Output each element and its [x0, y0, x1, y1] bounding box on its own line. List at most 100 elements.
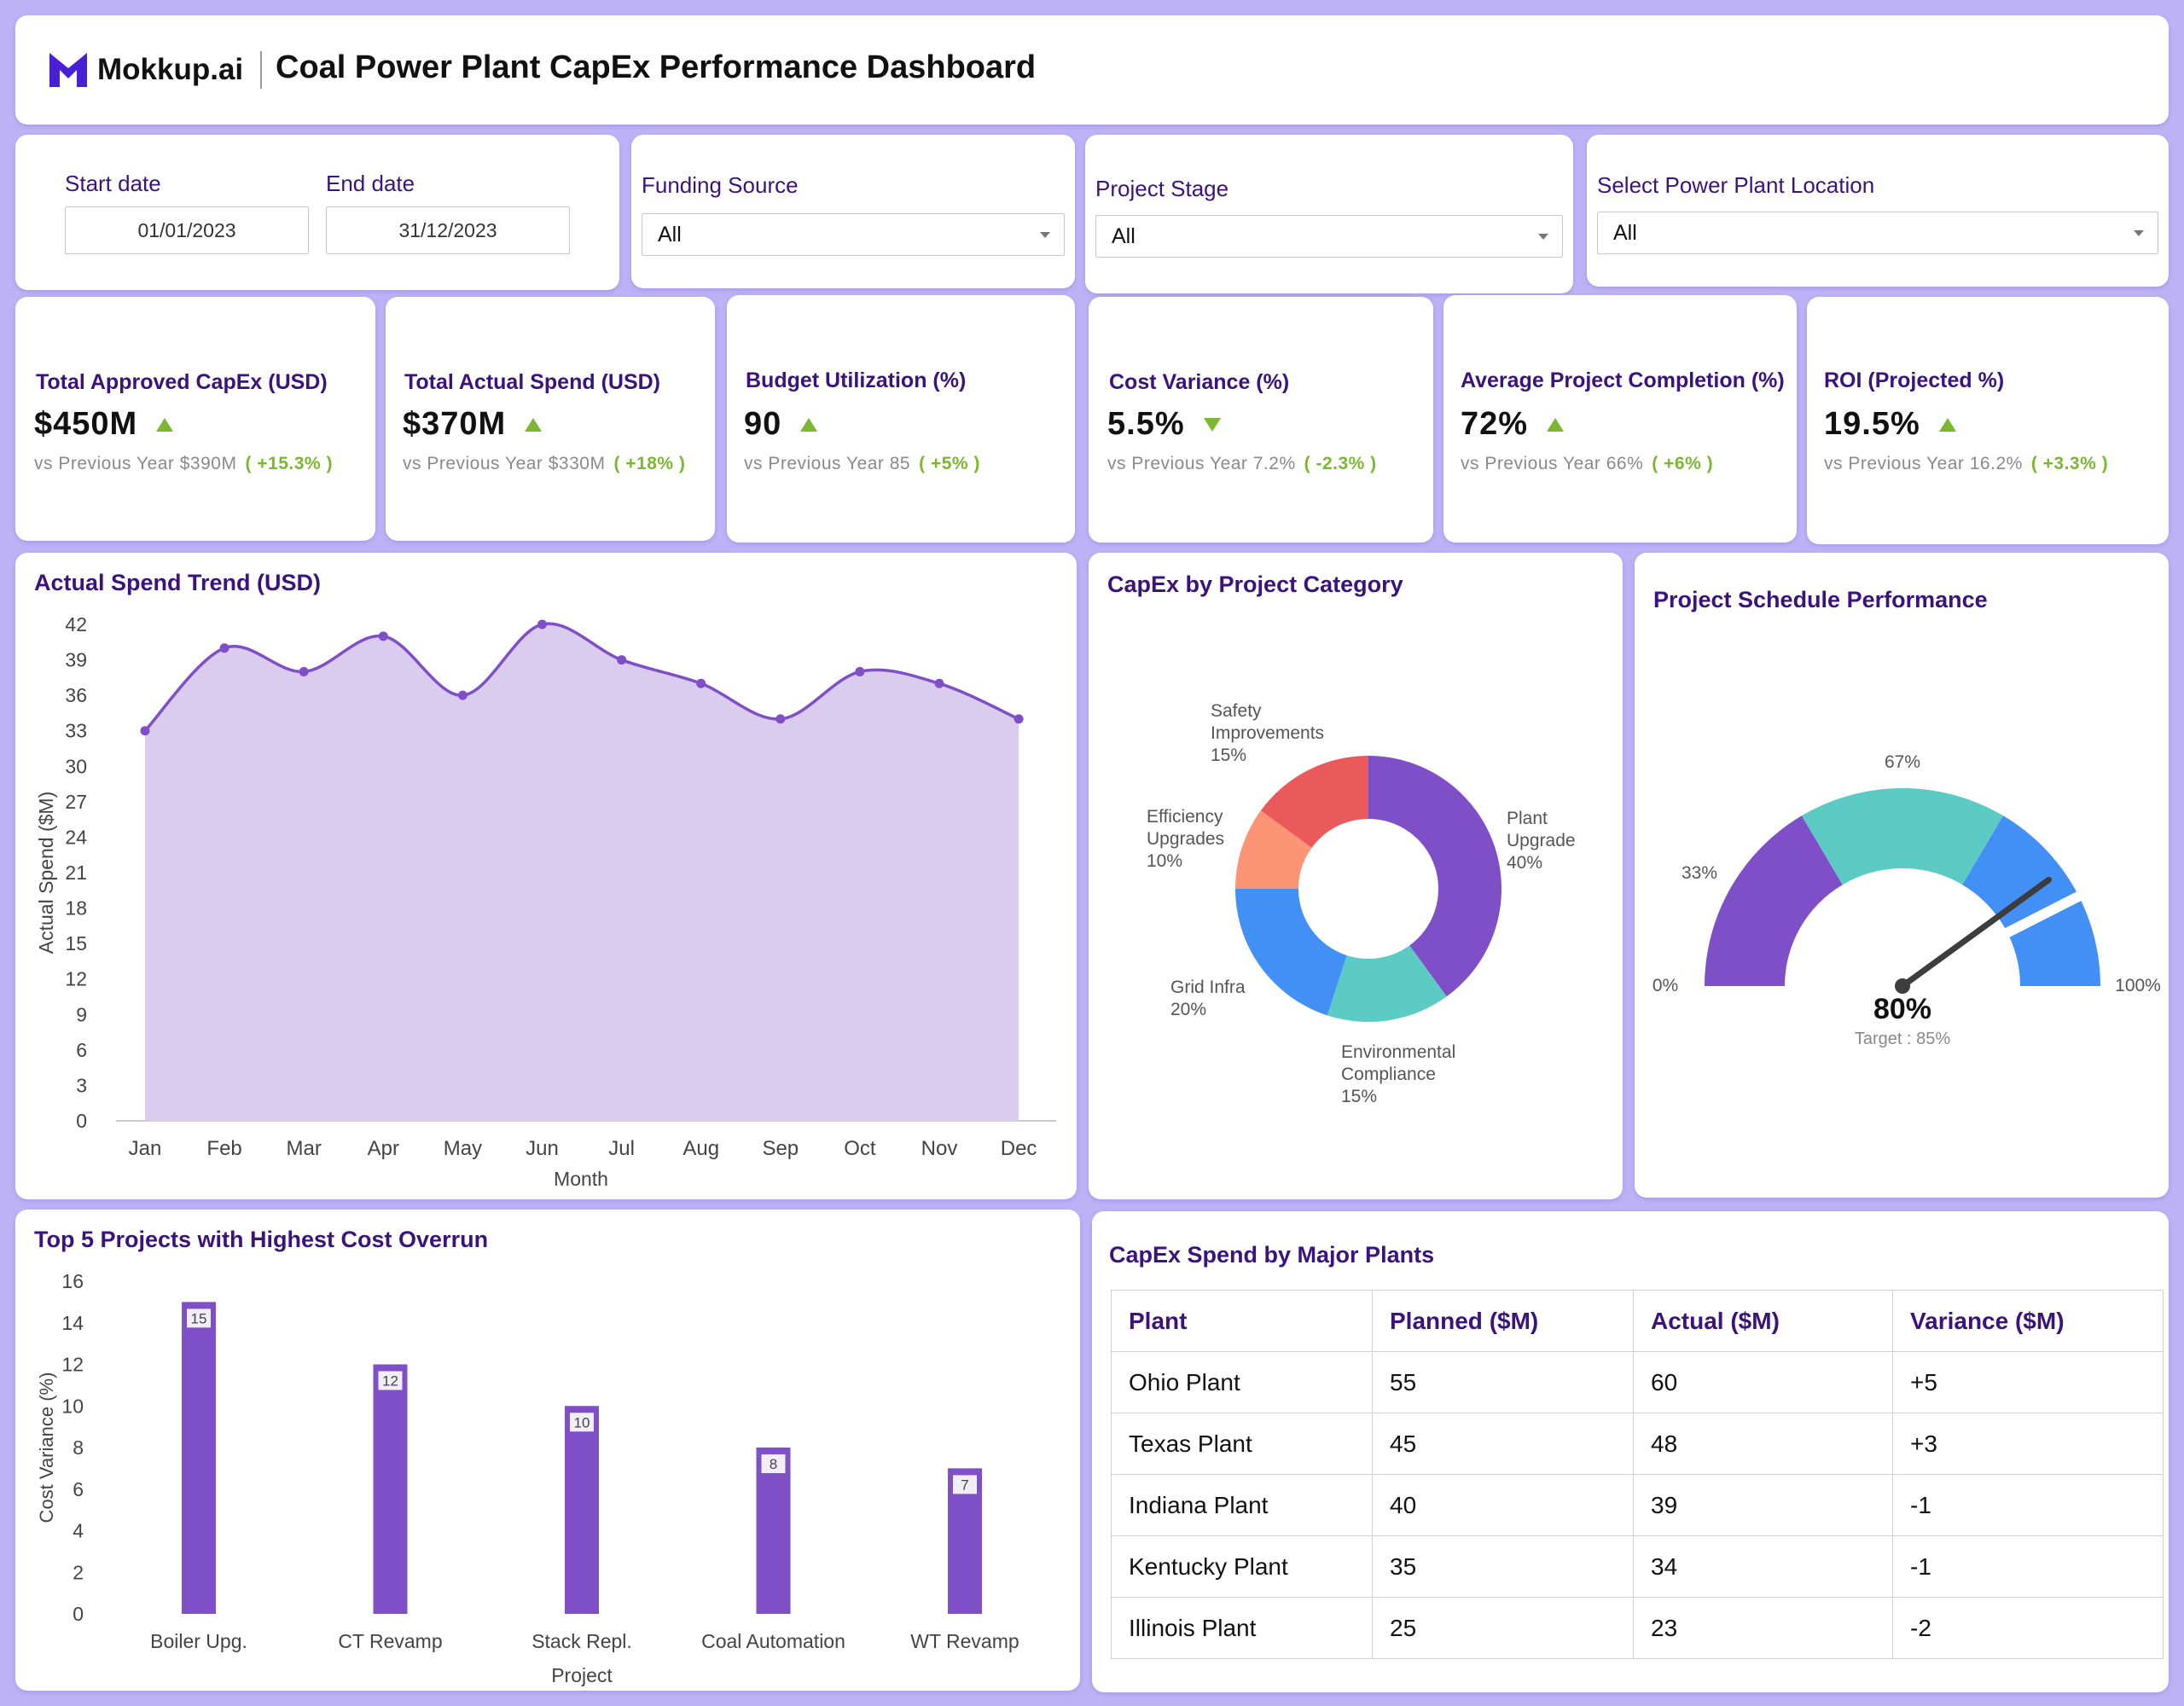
y-tick-label: 9: [76, 1003, 87, 1025]
x-tick-label: May: [444, 1137, 482, 1160]
kpi-card-actual-spend: Total Actual Spend (USD) $370M vs Previo…: [386, 297, 715, 541]
table-cell: Texas Plant: [1111, 1413, 1373, 1475]
donut-slice: [1235, 810, 1312, 889]
gauge-tick-label: 100%: [2115, 976, 2161, 995]
y-tick-label: 2: [73, 1561, 84, 1583]
kpi-value-row: $450M: [34, 406, 174, 443]
x-axis-label: Project: [551, 1664, 613, 1686]
slice-label-line: Environmental: [1341, 1042, 1455, 1062]
x-tick-label: Jan: [129, 1137, 162, 1160]
gauge-value: 80%: [1873, 993, 1931, 1025]
kpi-title: Total Actual Spend (USD): [404, 370, 660, 394]
bar-value-label: 12: [382, 1373, 398, 1390]
schedule-performance-panel: Project Schedule Performance 80% Target :…: [1635, 553, 2169, 1198]
kpi-card-approved-capex: Total Approved CapEx (USD) $450M vs Prev…: [15, 297, 375, 541]
trend-up-icon: [525, 417, 543, 432]
slice-label: Plant Upgrade 40%: [1507, 809, 1576, 873]
y-tick-label: 15: [65, 932, 87, 955]
data-point: [1014, 714, 1024, 724]
kpi-change: ( +18% ): [613, 454, 686, 473]
funding-source-select[interactable]: All: [642, 213, 1065, 256]
column-header[interactable]: Variance ($M): [1892, 1290, 2164, 1352]
kpi-change: ( +5% ): [919, 454, 980, 473]
table-row: Illinois Plant 25 23 -2: [1111, 1597, 2164, 1659]
table-cell: 35: [1372, 1535, 1634, 1598]
table-cell: Indiana Plant: [1111, 1474, 1373, 1536]
chevron-down-icon: [1538, 234, 1548, 240]
donut-slice: [1327, 945, 1447, 1022]
table-row: Texas Plant 45 48 +3: [1111, 1413, 2164, 1475]
kpi-change: ( -2.3% ): [1304, 454, 1377, 473]
y-tick-label: 14: [61, 1312, 84, 1334]
bar-label-box: [378, 1371, 403, 1390]
column-header[interactable]: Planned ($M): [1372, 1290, 1634, 1352]
kpi-card-cost-variance: Cost Variance (%) 5.5% vs Previous Year …: [1089, 297, 1433, 543]
x-axis-label: Month: [554, 1168, 608, 1190]
x-tick-label: Stack Repl.: [531, 1630, 632, 1652]
gauge-tick-label: 33%: [1682, 863, 1717, 883]
trend-up-icon: [156, 417, 174, 432]
y-tick-label: 3: [76, 1074, 87, 1096]
project-stage-filter: Project Stage All: [1085, 135, 1573, 293]
table-cell: +5: [1892, 1351, 2164, 1413]
spend-area: [145, 624, 1019, 1121]
bar: [756, 1448, 791, 1614]
table-cell: 48: [1633, 1413, 1893, 1475]
spend-trend-panel: Actual Spend Trend (USD) 0 3 6 9 12 15 18 21 24 2…: [15, 553, 1077, 1199]
y-tick-label: 10: [61, 1395, 84, 1417]
kpi-value: $450M: [34, 406, 138, 442]
slice-label: Safety Improvements 15%: [1211, 701, 1324, 765]
logo-text: Mokkup.ai: [97, 53, 244, 86]
table-cell: Kentucky Plant: [1111, 1535, 1373, 1598]
kpi-compare-text: vs Previous Year $390M: [34, 454, 237, 473]
kpi-card-project-completion: Average Project Completion (%) 72% vs Pr…: [1443, 295, 1797, 543]
y-tick-label: 12: [61, 1354, 84, 1376]
data-point: [140, 726, 150, 736]
y-tick-label: 4: [73, 1520, 84, 1542]
bar-value-label: 15: [191, 1310, 207, 1326]
kpi-title: Average Project Completion (%): [1461, 368, 1785, 392]
kpi-compare-text: vs Previous Year 16.2%: [1824, 454, 2023, 473]
brand-logo[interactable]: Mokkup.ai: [49, 53, 243, 87]
y-tick-label: 16: [61, 1270, 84, 1292]
donut-slice: [1235, 889, 1347, 1016]
table-cell: 25: [1372, 1597, 1634, 1659]
x-tick-label: CT Revamp: [338, 1630, 442, 1652]
kpi-comparison: vs Previous Year 85 ( +5% ): [744, 454, 980, 474]
project-stage-select[interactable]: All: [1095, 215, 1563, 258]
start-date-input[interactable]: 01/01/2023: [65, 206, 309, 254]
end-date-label: End date: [326, 171, 415, 196]
data-point: [299, 666, 309, 676]
slice-label-line: Improvements: [1211, 723, 1324, 743]
plant-location-select[interactable]: All: [1597, 212, 2158, 254]
bar-label-box: [187, 1309, 211, 1328]
slice-label: Grid Infra 20%: [1170, 978, 1246, 1019]
data-point: [934, 678, 944, 688]
data-point: [617, 655, 627, 665]
x-tick-label: Mar: [287, 1137, 322, 1160]
kpi-value: $370M: [403, 406, 507, 442]
x-tick-label: Nov: [921, 1137, 958, 1160]
data-point: [219, 643, 229, 653]
data-point: [855, 666, 865, 676]
table-header-row: Plant Planned ($M) Actual ($M) Variance …: [1111, 1290, 2164, 1352]
spend-trend-title: Actual Spend Trend (USD): [34, 570, 322, 595]
end-date-input[interactable]: 31/12/2023: [326, 206, 570, 254]
x-tick-label: Boiler Upg.: [150, 1630, 247, 1652]
x-tick-label: Oct: [844, 1137, 876, 1160]
kpi-comparison: vs Previous Year $390M ( +15.3% ): [34, 454, 333, 474]
bar-label-box: [953, 1475, 977, 1494]
gauge-needle: [1899, 876, 2053, 989]
gauge-band: [1705, 815, 1843, 986]
y-tick-label: 24: [65, 826, 87, 848]
table-row: Kentucky Plant 35 34 -1: [1111, 1535, 2164, 1598]
column-header[interactable]: Plant: [1111, 1290, 1373, 1352]
slice-label-line: Upgrade: [1507, 831, 1576, 850]
page-title: Coal Power Plant CapEx Performance Dashb…: [276, 49, 1037, 85]
plant-location-label: Select Power Plant Location: [1597, 172, 1875, 198]
column-header[interactable]: Actual ($M): [1633, 1290, 1893, 1352]
bar-label-box: [570, 1413, 594, 1432]
kpi-change: ( +15.3% ): [245, 454, 333, 473]
schedule-gauge: 80% Target : 85% 0% 33% 67% 100%: [1653, 752, 2161, 1048]
plants-table-panel: CapEx Spend by Major Plants Plant Planne…: [1092, 1211, 2169, 1692]
